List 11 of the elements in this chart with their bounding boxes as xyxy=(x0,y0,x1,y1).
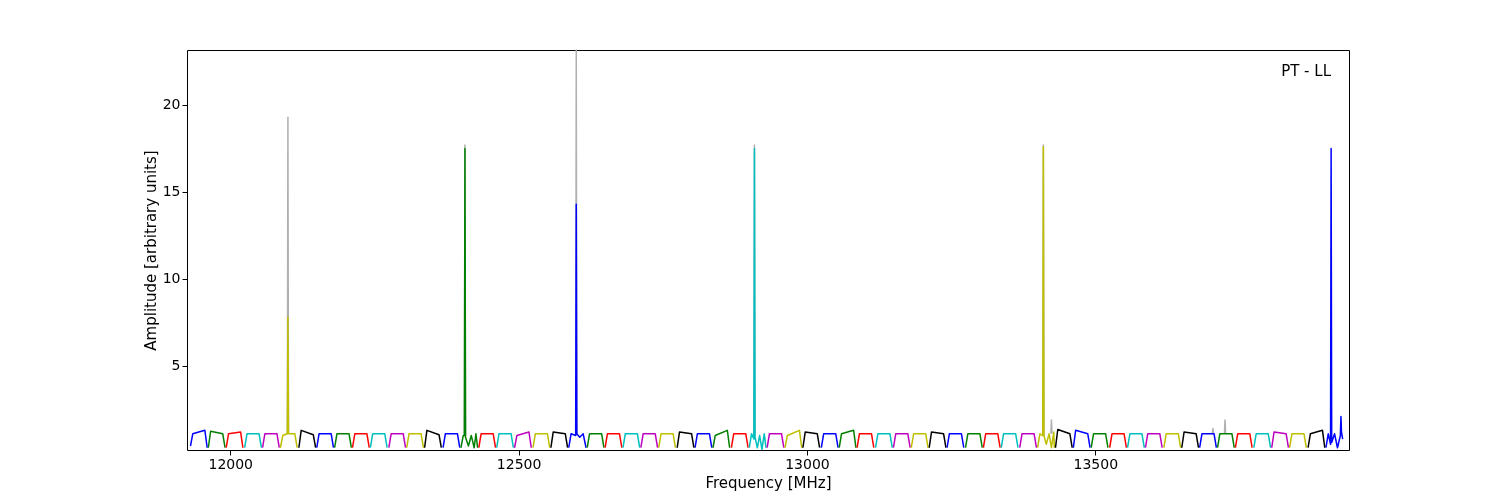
x-axis-title: Frequency [MHz] xyxy=(705,473,832,492)
annotation: PT - LL xyxy=(1281,62,1332,80)
y-tick-label: 10 xyxy=(162,270,181,287)
y-tick-label: 15 xyxy=(162,183,181,200)
x-tick-label: 13500 xyxy=(1073,455,1119,472)
y-tick-label: 20 xyxy=(162,96,181,113)
x-tick-label: 13000 xyxy=(785,455,830,472)
y-axis-title: Amplitude [arbitrary units] xyxy=(141,150,160,351)
x-tick-label: 12500 xyxy=(496,455,542,472)
y-tick-label: 5 xyxy=(171,357,181,374)
x-tick-label: 12000 xyxy=(208,455,254,472)
